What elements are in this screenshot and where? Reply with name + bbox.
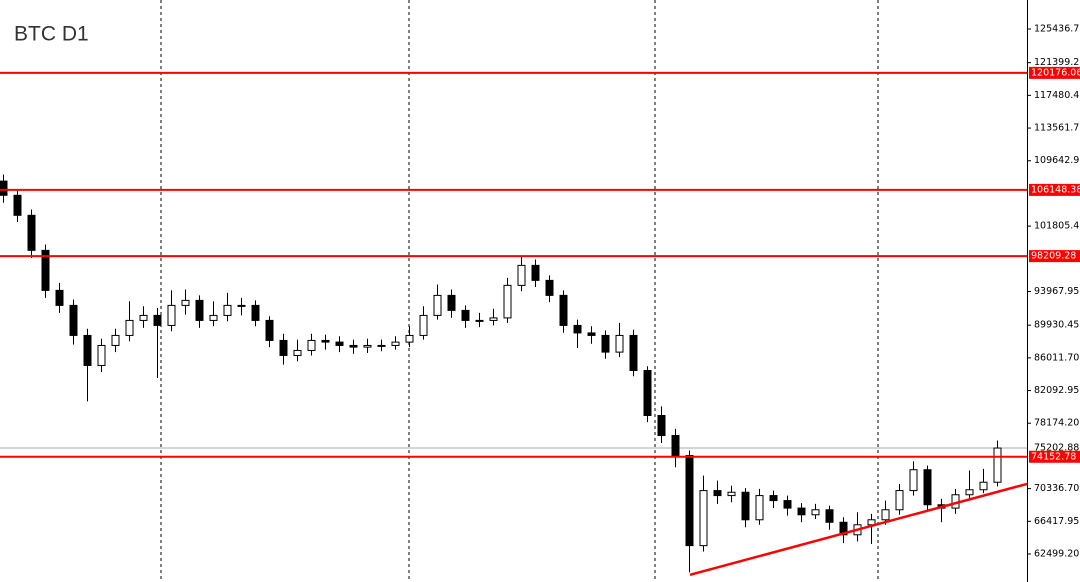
candle-body bbox=[419, 314, 428, 336]
candle-body bbox=[825, 509, 834, 523]
candle-body bbox=[699, 490, 708, 547]
candle-body bbox=[279, 339, 288, 356]
candle-body bbox=[671, 435, 680, 457]
level-label-box bbox=[1029, 66, 1080, 79]
candle-body bbox=[895, 490, 904, 511]
candle-body bbox=[475, 319, 484, 322]
candle-body bbox=[265, 319, 274, 341]
level-label: 106148.38 bbox=[1031, 184, 1080, 195]
y-tick-label: 78174.20 bbox=[1034, 418, 1079, 429]
candle-body bbox=[979, 481, 988, 491]
candle-body bbox=[321, 339, 330, 343]
candle-body bbox=[391, 341, 400, 346]
level-label: 98209.28 bbox=[1031, 251, 1076, 262]
candle-body bbox=[517, 264, 526, 286]
candle-body bbox=[545, 279, 554, 296]
candle-body bbox=[755, 495, 764, 521]
level-label: 120176.06 bbox=[1031, 67, 1080, 78]
level-label: 74152.78 bbox=[1031, 451, 1076, 462]
candle-body bbox=[601, 334, 610, 353]
candle-body bbox=[13, 194, 22, 216]
candle-body bbox=[881, 509, 890, 521]
candle-body bbox=[41, 249, 50, 291]
candle-body bbox=[629, 334, 638, 371]
candle-body bbox=[181, 299, 190, 306]
y-tick-label: 70336.70 bbox=[1034, 483, 1079, 494]
candle-body bbox=[657, 415, 666, 437]
candle-body bbox=[139, 314, 148, 321]
candle-body bbox=[741, 491, 750, 521]
candle-body bbox=[349, 344, 358, 348]
y-tick-label: 82092.95 bbox=[1034, 385, 1079, 396]
candle-body bbox=[27, 214, 36, 251]
chart-title: BTC D1 bbox=[14, 23, 89, 46]
candle-body bbox=[503, 284, 512, 319]
candle-body bbox=[909, 469, 918, 492]
y-tick-label: 113561.70 bbox=[1034, 123, 1080, 134]
candle-body bbox=[993, 447, 1002, 483]
y-tick-label: 117480.45 bbox=[1034, 90, 1080, 101]
candle-body bbox=[55, 289, 64, 306]
candle-body bbox=[965, 489, 974, 496]
candle-body bbox=[209, 314, 218, 321]
candle-body bbox=[727, 491, 736, 497]
candle-body bbox=[573, 324, 582, 334]
vertical-grid bbox=[160, 0, 879, 582]
candle-body bbox=[797, 507, 806, 516]
y-tick-label: 121399.20 bbox=[1034, 57, 1080, 68]
candle-body bbox=[251, 304, 260, 321]
candle-body bbox=[531, 264, 540, 281]
y-tick-label: 109642.95 bbox=[1034, 155, 1080, 166]
trendline bbox=[689, 482, 1028, 577]
candle-body bbox=[363, 344, 372, 348]
candle-body bbox=[405, 334, 414, 343]
candle-body bbox=[713, 490, 722, 497]
y-tick-label: 66417.95 bbox=[1034, 516, 1079, 527]
candle-body bbox=[433, 294, 442, 316]
candle-body bbox=[293, 349, 302, 356]
level-label-box bbox=[1029, 450, 1080, 463]
candle-body bbox=[167, 304, 176, 326]
candle-body bbox=[461, 309, 470, 321]
candle-body bbox=[125, 319, 134, 336]
candle-body bbox=[335, 341, 344, 346]
y-tick-label: 86011.70 bbox=[1034, 352, 1079, 363]
level-label-box bbox=[1029, 250, 1080, 263]
y-tick-label: 125436.70 bbox=[1034, 23, 1080, 34]
candle-body bbox=[237, 304, 246, 307]
candle-body bbox=[153, 314, 162, 326]
candle-body bbox=[447, 294, 456, 311]
level-label-box bbox=[1029, 183, 1080, 196]
candle-body bbox=[587, 332, 596, 336]
y-tick-label: 101805.45 bbox=[1034, 221, 1080, 232]
y-tick-label: 93967.95 bbox=[1034, 286, 1079, 297]
candle-body bbox=[643, 369, 652, 417]
candle-body bbox=[811, 509, 820, 516]
candle-body bbox=[223, 304, 232, 316]
candle-body bbox=[839, 521, 848, 536]
candle-body bbox=[489, 317, 498, 321]
y-tick-label: 62499.20 bbox=[1034, 548, 1079, 559]
candle-body bbox=[615, 334, 624, 353]
candle-body bbox=[559, 294, 568, 326]
candle-body bbox=[783, 500, 792, 509]
candle-body bbox=[195, 299, 204, 321]
candle-body bbox=[0, 180, 8, 196]
candle-body bbox=[83, 334, 92, 366]
candle-body bbox=[69, 304, 78, 336]
candle-body bbox=[923, 469, 932, 506]
candle-body bbox=[377, 344, 386, 347]
candle-body bbox=[111, 334, 120, 346]
candle-body bbox=[685, 455, 694, 547]
candle-body bbox=[769, 495, 778, 502]
current-price-label: 75202.88 bbox=[1034, 443, 1079, 454]
candle-body bbox=[307, 339, 316, 351]
candle-body bbox=[97, 344, 106, 366]
y-tick-label: 89930.45 bbox=[1034, 320, 1079, 331]
